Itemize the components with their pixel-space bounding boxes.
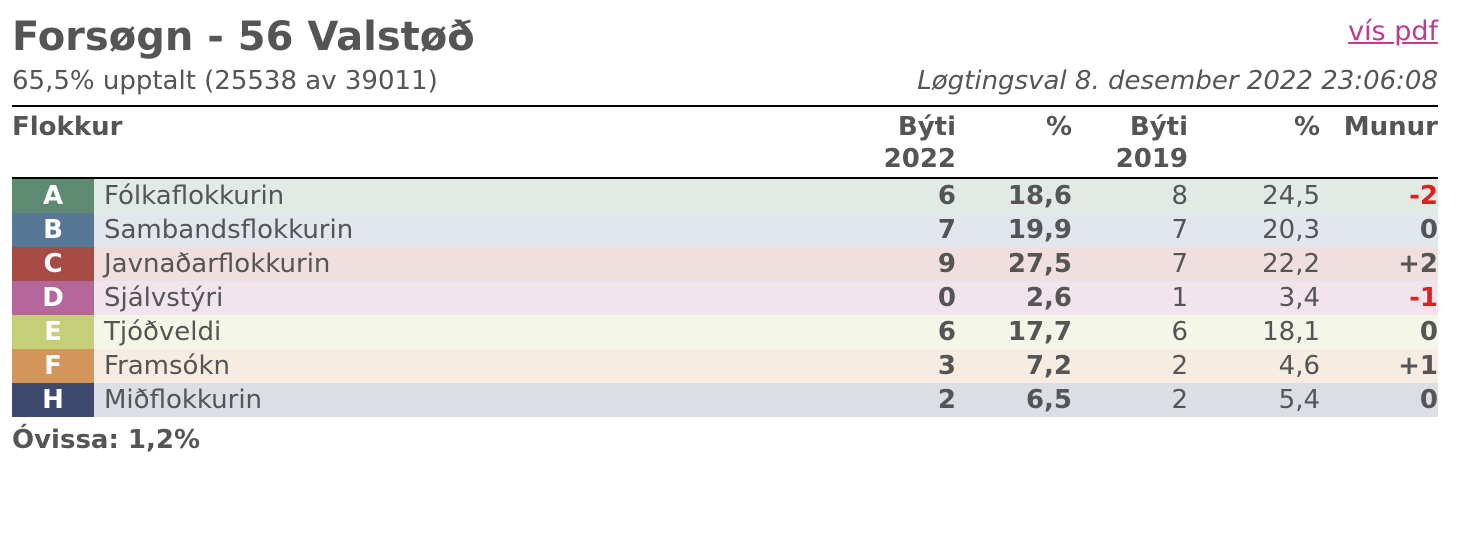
- cell: 8: [1171, 181, 1189, 211]
- party-letter: B: [12, 213, 94, 247]
- cell: 0: [1419, 215, 1439, 245]
- cell: 7: [937, 215, 957, 245]
- cell: 3,4: [1278, 283, 1321, 313]
- party-row: B Sambandsflokkurin 7 19,9 7 20,3 0: [12, 213, 1439, 247]
- cell: 0: [1419, 385, 1439, 415]
- cell: 1: [1171, 283, 1189, 313]
- cell: 9: [937, 249, 957, 279]
- cell: 2: [1171, 385, 1189, 415]
- cell: 7: [1171, 249, 1189, 279]
- title: Forsøgn - 56 Valstøð: [12, 14, 475, 60]
- footer: Óvissa: 1,2%: [12, 425, 201, 455]
- party-name: Tjóðveldi: [104, 317, 222, 347]
- party-letter: A: [12, 178, 94, 213]
- cell: +1: [1398, 351, 1439, 381]
- party-row: F Framsókn 3 7,2 2 4,6 +1: [12, 349, 1439, 383]
- cell: 4,6: [1278, 351, 1321, 381]
- party-name: Javnaðarflokkurin: [104, 249, 331, 279]
- cell: 20,3: [1262, 215, 1321, 245]
- cell: 0: [1419, 317, 1439, 347]
- cell: 5,4: [1278, 385, 1321, 415]
- column-header-line: Býti: [897, 112, 957, 142]
- cell: 7,2: [1025, 351, 1073, 381]
- column-header-line: Býti: [1129, 112, 1189, 142]
- column-header: Munur: [1320, 105, 1439, 179]
- column-header: Býti 2022: [854, 105, 957, 179]
- cell: 18,1: [1262, 317, 1321, 347]
- column-header: Flokkur: [12, 105, 855, 179]
- pdf-link[interactable]: vís pdf: [1348, 16, 1438, 47]
- cell: 22,2: [1262, 249, 1321, 279]
- results-table: Flokkur Býti 2022% Býti 2019% Munur A Fólkaflo…: [12, 105, 1439, 417]
- cell: -1: [1409, 283, 1439, 313]
- cell: 24,5: [1262, 181, 1321, 211]
- cell: 27,5: [1007, 249, 1073, 279]
- cell: 2,6: [1025, 283, 1073, 313]
- cell: 3: [937, 351, 957, 381]
- party-letter: H: [12, 383, 94, 417]
- cell: 6: [937, 317, 957, 347]
- party-row: H Miðflokkurin 2 6,5 2 5,4 0: [12, 383, 1439, 417]
- column-header: %: [1188, 105, 1321, 179]
- column-header: Býti 2019: [1072, 105, 1189, 179]
- cell: 6: [937, 181, 957, 211]
- cell: 2: [937, 385, 957, 415]
- cell: 0: [937, 283, 957, 313]
- party-name: Sjálvstýri: [104, 283, 224, 313]
- party-name: Miðflokkurin: [104, 385, 263, 415]
- cell: 2: [1171, 351, 1189, 381]
- party-row: D Sjálvstýri 0 2,6 1 3,4 -1: [12, 281, 1439, 315]
- header-row: Flokkur Býti 2022% Býti 2019% Munur: [12, 105, 1439, 179]
- party-name: Fólkaflokkurin: [104, 181, 285, 211]
- party-row: E Tjóðveldi 6 17,7 6 18,1 0: [12, 315, 1439, 349]
- cell: 17,7: [1007, 317, 1073, 347]
- column-header-line: 2022: [883, 144, 957, 174]
- party-letter: F: [12, 349, 94, 383]
- cell: +2: [1398, 249, 1439, 279]
- cell: 18,6: [1007, 181, 1073, 211]
- cell: 6: [1171, 317, 1189, 347]
- column-header-line: 2019: [1115, 144, 1189, 174]
- cell: -2: [1409, 181, 1439, 211]
- party-row: A Fólkaflokkurin 6 18,6 8 24,5 -2: [12, 178, 1439, 213]
- cell: 19,9: [1007, 215, 1073, 245]
- party-letter: E: [12, 315, 94, 349]
- column-header: %: [956, 105, 1073, 179]
- cell: 6,5: [1025, 385, 1073, 415]
- date: Løgtingsval 8. desember 2022 23:06:08: [917, 66, 1438, 96]
- party-letter: D: [12, 281, 94, 315]
- party-letter: C: [12, 247, 94, 281]
- subtitle: 65,5% upptalt (25538 av 39011): [12, 66, 438, 96]
- party-name: Sambandsflokkurin: [104, 215, 354, 245]
- cell: 7: [1171, 215, 1189, 245]
- party-name: Framsókn: [104, 351, 231, 381]
- party-row: C Javnaðarflokkurin 9 27,5 7 22,2 +2: [12, 247, 1439, 281]
